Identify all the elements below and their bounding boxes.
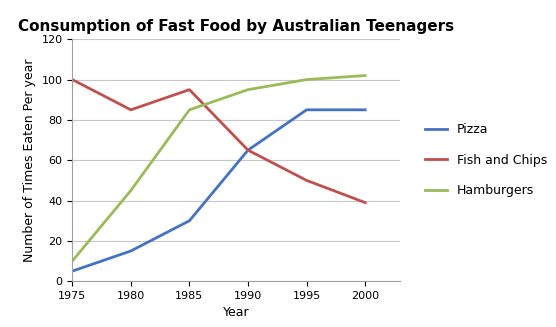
Pizza [127,249,134,253]
Fish and Chips [303,179,310,182]
Legend: Pizza, Fish and Chips, Hamburgers: Pizza, Fish and Chips, Hamburgers [420,118,553,202]
Fish and Chips [127,108,134,112]
Hamburgers [303,77,310,81]
Hamburgers [362,74,369,77]
Pizza [245,148,251,152]
Pizza [69,269,76,273]
Fish and Chips [362,201,369,205]
Y-axis label: Number of Times Eaten Per year: Number of Times Eaten Per year [23,59,36,262]
Hamburgers [69,259,76,263]
Title: Consumption of Fast Food by Australian Teenagers: Consumption of Fast Food by Australian T… [18,19,454,34]
Line: Hamburgers: Hamburgers [72,76,365,261]
Fish and Chips [245,148,251,152]
Pizza [362,108,369,112]
X-axis label: Year: Year [223,306,250,319]
Fish and Chips [186,88,193,92]
Hamburgers [186,108,193,112]
Line: Fish and Chips: Fish and Chips [72,79,365,203]
Line: Pizza: Pizza [72,110,365,271]
Pizza [303,108,310,112]
Hamburgers [127,188,134,192]
Hamburgers [245,88,251,92]
Fish and Chips [69,77,76,81]
Pizza [186,219,193,223]
